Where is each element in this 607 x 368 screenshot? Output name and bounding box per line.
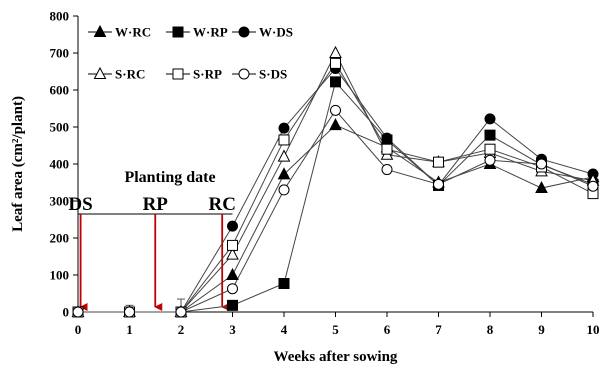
data-point-1-4 <box>278 278 290 290</box>
data-point-0-5 <box>329 118 342 131</box>
data-point-5-6 <box>381 164 393 176</box>
x-tick-label: 9 <box>538 322 545 337</box>
data-point-5-8 <box>484 154 496 166</box>
data-point-2-4 <box>278 122 290 134</box>
legend-label-2: W·DS <box>259 25 293 40</box>
data-point-0-3 <box>226 267 239 280</box>
x-tick-label: 2 <box>178 322 185 337</box>
legend-marker-0 <box>93 24 107 37</box>
planting-date-label: Planting date <box>124 169 215 186</box>
data-point-3-5 <box>329 45 342 58</box>
data-point-1-5 <box>330 76 341 88</box>
legend-marker-5 <box>238 68 250 80</box>
data-point-3-3 <box>226 247 239 260</box>
data-point-4-8 <box>484 143 496 155</box>
x-axis-title: Weeks after sowing <box>274 349 398 365</box>
y-tick-label: 700 <box>50 46 70 61</box>
planting-label-rc: RC <box>208 194 235 215</box>
legend-label-4: S·RP <box>193 67 222 82</box>
data-point-5-10 <box>587 180 599 192</box>
y-tick-label: 600 <box>50 83 70 98</box>
data-point-2-3 <box>227 220 238 232</box>
data-point-5-9 <box>536 158 547 170</box>
x-tick-label: 8 <box>487 322 494 337</box>
data-point-4-5 <box>330 57 341 69</box>
planting-label-ds: DS <box>68 194 92 215</box>
x-tick-label: 7 <box>435 322 442 337</box>
data-point-5-4 <box>278 184 290 196</box>
data-point-5-5 <box>330 104 341 116</box>
data-point-4-3 <box>227 239 238 251</box>
legend-label-3: S·RC <box>115 67 145 82</box>
data-point-5-7 <box>433 178 444 190</box>
y-tick-label: 500 <box>50 120 70 135</box>
legend-marker-3 <box>93 66 107 79</box>
planting-label-rp: RP <box>143 194 169 215</box>
x-tick-label: 4 <box>281 322 288 337</box>
data-point-1-3 <box>227 299 238 311</box>
data-point-1-8 <box>484 129 496 141</box>
data-point-5-0 <box>72 306 84 318</box>
x-tick-label: 6 <box>384 322 391 337</box>
data-point-0-9 <box>535 180 548 194</box>
legend-label-0: W·RC <box>115 25 151 40</box>
x-tick-label: 1 <box>126 322 133 337</box>
y-tick-label: 100 <box>50 268 70 283</box>
legend-marker-1 <box>172 26 184 38</box>
legend-marker-2 <box>238 26 250 38</box>
x-tick-label: 3 <box>229 322 236 337</box>
y-tick-label: 800 <box>50 9 70 24</box>
data-point-4-4 <box>278 134 290 146</box>
data-point-2-8 <box>484 113 496 125</box>
data-point-4-7 <box>433 156 444 168</box>
data-point-5-1 <box>124 306 135 318</box>
data-point-3-4 <box>277 149 291 162</box>
data-point-0-4 <box>277 167 291 180</box>
y-axis-title: Leaf area (cm²/plant) <box>10 96 26 232</box>
data-point-2-6 <box>381 132 393 144</box>
y-tick-label: 300 <box>50 194 70 209</box>
y-tick-label: 400 <box>50 157 70 172</box>
y-tick-label: 200 <box>50 231 70 246</box>
data-point-4-6 <box>381 143 393 155</box>
data-point-5-2 <box>175 306 187 318</box>
x-tick-label: 5 <box>332 322 339 337</box>
legend-label-5: S·DS <box>259 67 287 82</box>
legend-label-1: W·RP <box>193 25 228 40</box>
legend-marker-4 <box>172 68 184 80</box>
y-tick-label: 0 <box>63 305 70 320</box>
x-tick-label: 0 <box>75 322 82 337</box>
data-point-5-3 <box>227 283 238 295</box>
x-tick-label: 10 <box>587 322 600 337</box>
